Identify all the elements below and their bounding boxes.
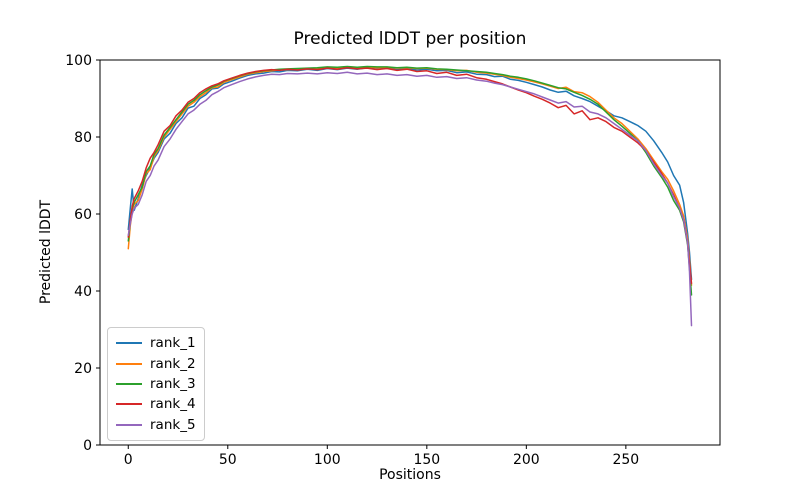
- legend-line-sample-rank_1: [116, 342, 142, 345]
- x-tick-label: 150: [413, 452, 440, 468]
- legend-label: rank_1: [150, 335, 196, 352]
- y-tick-label: 0: [83, 438, 92, 454]
- legend-label: rank_5: [150, 416, 196, 433]
- legend-label: rank_2: [150, 355, 196, 372]
- x-tick-label: 200: [513, 452, 540, 468]
- x-tick-label: 100: [314, 452, 341, 468]
- y-axis-label: Predicted lDDT: [38, 199, 54, 305]
- series-line-rank_5: [127, 71, 693, 327]
- y-tick-label: 60: [74, 207, 92, 223]
- y-tick-label: 100: [65, 53, 92, 69]
- legend-item-rank_5: rank_5: [116, 415, 196, 435]
- plot-border: [99, 59, 721, 446]
- chart-title: Predicted lDDT per position: [293, 29, 527, 49]
- legend-item-rank_4: rank_4: [116, 394, 196, 414]
- x-tick-label: 50: [219, 452, 237, 468]
- legend-line-sample-rank_5: [116, 423, 142, 426]
- legend-line-sample-rank_2: [116, 362, 142, 365]
- legend-item-rank_2: rank_2: [116, 353, 196, 373]
- x-tick-label: 250: [612, 452, 639, 468]
- series-line-rank_3: [127, 65, 693, 296]
- legend-label: rank_4: [150, 396, 196, 413]
- legend-item-rank_1: rank_1: [116, 333, 196, 353]
- y-tick-label: 80: [74, 130, 92, 146]
- y-tick-label: 20: [74, 361, 92, 377]
- legend-line-sample-rank_3: [116, 382, 142, 385]
- legend-item-rank_3: rank_3: [116, 374, 196, 394]
- series-line-rank_2: [127, 66, 693, 286]
- legend-line-sample-rank_4: [116, 403, 142, 406]
- series-line-rank_1: [127, 66, 693, 281]
- legend: rank_1 rank_2 rank_3 rank_4 rank_5: [107, 327, 205, 441]
- legend-label: rank_3: [150, 375, 196, 392]
- x-axis-label: Positions: [379, 467, 441, 483]
- series-line-rank_4: [127, 66, 693, 285]
- x-tick-label: 0: [124, 452, 133, 468]
- y-tick-label: 40: [74, 284, 92, 300]
